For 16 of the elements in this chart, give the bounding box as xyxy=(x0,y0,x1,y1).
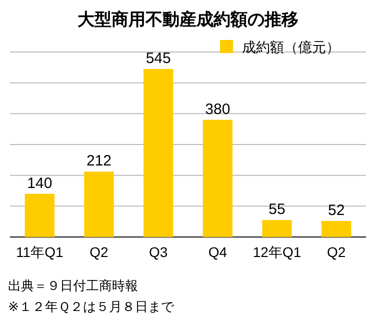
source-note: 出典＝９日付工商時報 xyxy=(8,278,138,293)
x-tick-label: Q4 xyxy=(208,244,228,260)
title: 大型商用不動産成約額の推移 xyxy=(78,10,298,29)
x-tick-label: Q2 xyxy=(326,244,346,260)
x-tick-label: 11年Q1 xyxy=(16,244,64,260)
data-label: 380 xyxy=(205,100,230,118)
x-tick-label: Q2 xyxy=(90,244,109,260)
legend-label: 成約額（億元） xyxy=(242,39,340,55)
x-tick-label: Q3 xyxy=(148,244,168,260)
data-label: 55 xyxy=(268,201,286,218)
data-label: 212 xyxy=(86,152,112,170)
data-label: 140 xyxy=(27,174,52,192)
data-label: 52 xyxy=(328,202,345,219)
x-tick-label: 12年Q1 xyxy=(252,244,302,260)
text: ※１２年Ｑ２は５月８日まで xyxy=(8,299,175,314)
data-label: 545 xyxy=(146,50,171,67)
